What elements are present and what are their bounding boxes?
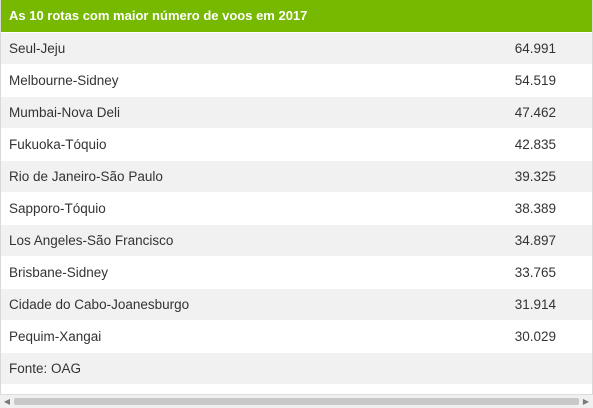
table-row: Brisbane-Sidney 33.765 xyxy=(1,256,592,288)
flight-count: 38.389 xyxy=(514,201,556,216)
table-row: Pequim-Xangai 30.029 xyxy=(1,320,592,352)
route-name: Los Angeles-São Francisco xyxy=(9,233,174,248)
table-row: Sapporo-Tóquio 38.389 xyxy=(1,192,592,224)
table-row: Mumbai-Nova Deli 47.462 xyxy=(1,96,592,128)
scrollbar-thumb[interactable] xyxy=(14,398,579,405)
route-name: Seul-Jeju xyxy=(9,41,66,56)
scroll-right-arrow-icon[interactable]: ▶ xyxy=(582,397,590,406)
route-name: Mumbai-Nova Deli xyxy=(9,105,121,120)
table-row: Los Angeles-São Francisco 34.897 xyxy=(1,224,592,256)
table-row: Fukuoka-Tóquio 42.835 xyxy=(1,128,592,160)
source-note: Fonte: OAG xyxy=(1,352,592,384)
flight-count: 30.029 xyxy=(514,329,556,344)
route-name: Melbourne-Sidney xyxy=(9,73,119,88)
horizontal-scrollbar[interactable]: ◀ ▶ xyxy=(0,394,593,408)
table-row: Rio de Janeiro-São Paulo 39.325 xyxy=(1,160,592,192)
table-row: Cidade do Cabo-Joanesburgo 31.914 xyxy=(1,288,592,320)
flight-count: 47.462 xyxy=(514,105,556,120)
route-name: Brisbane-Sidney xyxy=(9,265,109,280)
flight-count: 31.914 xyxy=(514,297,556,312)
flight-count: 33.765 xyxy=(514,265,556,280)
flight-count: 34.897 xyxy=(514,233,556,248)
table-body: Seul-Jeju 64.991 Melbourne-Sidney 54.519 Mum… xyxy=(1,32,592,352)
table-title: As 10 rotas com maior número de voos em … xyxy=(1,0,592,32)
route-name: Rio de Janeiro-São Paulo xyxy=(9,169,163,184)
route-name: Fukuoka-Tóquio xyxy=(9,137,107,152)
route-name: Sapporo-Tóquio xyxy=(9,201,106,216)
flight-count: 39.325 xyxy=(514,169,556,184)
route-name: Cidade do Cabo-Joanesburgo xyxy=(9,297,190,312)
route-name: Pequim-Xangai xyxy=(9,329,102,344)
table-row: Melbourne-Sidney 54.519 xyxy=(1,64,592,96)
flight-count: 64.991 xyxy=(514,41,556,56)
flight-count: 42.835 xyxy=(514,137,556,152)
table-row: Seul-Jeju 64.991 xyxy=(1,32,592,64)
flight-count: 54.519 xyxy=(514,73,556,88)
scroll-left-arrow-icon[interactable]: ◀ xyxy=(3,397,11,406)
routes-table: As 10 rotas com maior número de voos em … xyxy=(0,0,593,394)
